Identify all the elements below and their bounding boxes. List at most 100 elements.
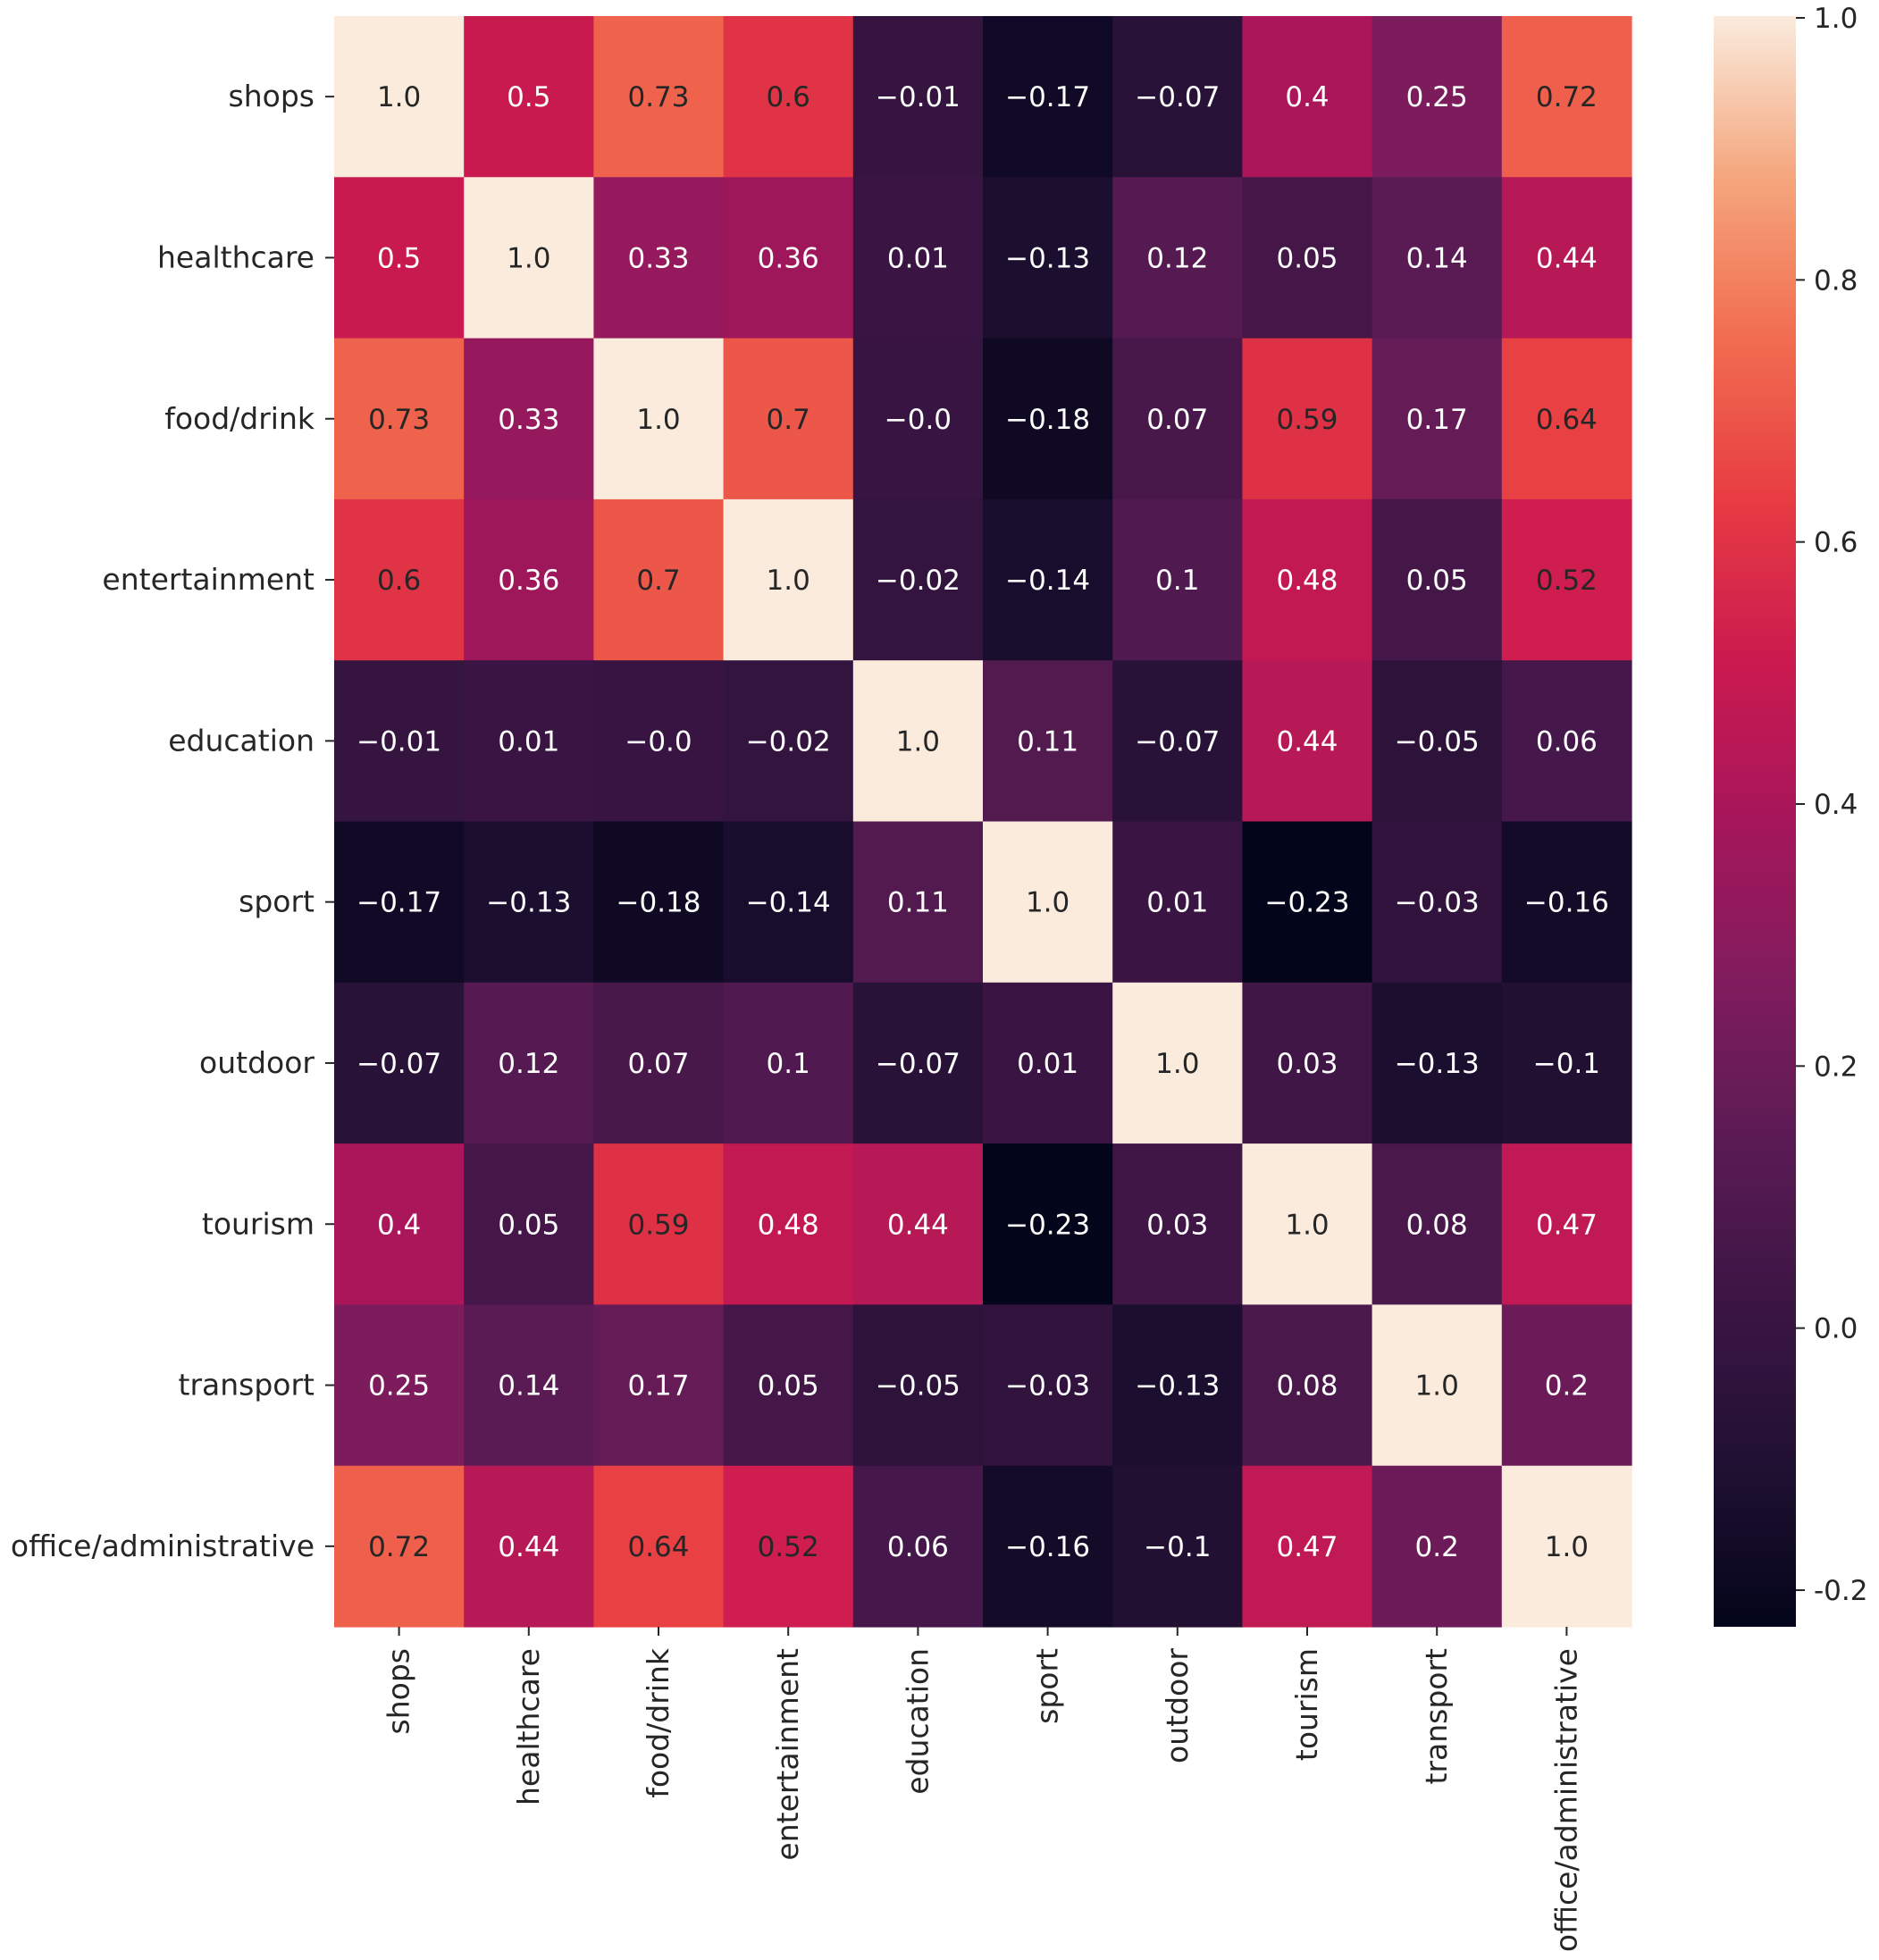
heatmap-cell <box>1372 1304 1503 1467</box>
heatmap-cell <box>1372 1465 1503 1628</box>
cell-value-label: 0.01 <box>1146 887 1208 919</box>
cell-value-label: 0.64 <box>1536 404 1598 436</box>
colorbar: 1.0 0.8 0.6 0.4 0.2 0.0 -0.2 <box>1714 3 1868 1627</box>
colorbar-tick-label: 0.4 <box>1814 789 1858 821</box>
heatmap-cell <box>1112 498 1243 661</box>
heatmap-cell <box>983 338 1113 500</box>
heatmap-cell <box>1501 498 1632 661</box>
heatmap-cell <box>593 1465 725 1628</box>
cell-value-label: −0.1 <box>1533 1048 1600 1080</box>
cell-value-label: 0.7 <box>636 565 680 597</box>
colorbar-tick-label: 1.0 <box>1814 3 1858 35</box>
cell-value-label: 0.44 <box>1536 242 1598 274</box>
cell-value-label: 1.0 <box>636 404 680 436</box>
heatmap-cell <box>334 1465 465 1628</box>
cell-value-label: −0.1 <box>1144 1531 1211 1563</box>
cell-value-label: 0.03 <box>1146 1209 1208 1241</box>
heatmap-cell <box>334 177 465 339</box>
heatmap-cell <box>852 177 984 339</box>
cell-value-label: 0.14 <box>1406 242 1468 274</box>
cell-value-label: 0.44 <box>498 1531 559 1563</box>
cell-value-label: 1.0 <box>767 565 810 597</box>
heatmap-cell <box>1501 1143 1632 1305</box>
heatmap-cell <box>1242 338 1373 500</box>
heatmap-cell <box>593 660 725 823</box>
x-tick-label: food/drink <box>641 1647 675 1798</box>
heatmap-cell <box>334 982 465 1144</box>
cell-value-label: 0.08 <box>1276 1370 1338 1403</box>
cell-value-label: 0.6 <box>767 81 810 113</box>
cell-value-label: 0.06 <box>887 1531 949 1563</box>
heatmap-cell <box>1112 177 1243 339</box>
y-tick-label: food/drink <box>164 401 315 436</box>
cell-value-label: 0.4 <box>1285 81 1329 113</box>
cell-value-label: 0.06 <box>1536 725 1598 758</box>
heatmap-cell <box>1112 16 1243 178</box>
heatmap-cell <box>852 338 984 500</box>
cell-value-label: −0.14 <box>1005 565 1090 597</box>
heatmap-cell <box>1501 177 1632 339</box>
heatmap-cells <box>334 16 1632 1628</box>
heatmap-cell <box>1112 982 1243 1144</box>
heatmap-cell <box>852 16 984 178</box>
heatmap-cell <box>593 982 725 1144</box>
cell-value-label: 0.2 <box>1415 1531 1459 1563</box>
cell-value-label: 0.59 <box>627 1209 689 1241</box>
heatmap-cell <box>1372 821 1503 984</box>
cell-value-label: −0.02 <box>746 725 831 758</box>
cell-value-label: 0.08 <box>1406 1209 1468 1241</box>
cell-value-label: 0.07 <box>1146 404 1208 436</box>
cell-value-label: −0.18 <box>1005 404 1090 436</box>
heatmap-cell <box>983 821 1113 984</box>
cell-value-label: −0.14 <box>746 887 831 919</box>
heatmap-cell <box>983 1143 1113 1305</box>
cell-value-label: 0.33 <box>498 404 559 436</box>
cell-value-label: −0.02 <box>876 565 960 597</box>
cell-value-label: −0.03 <box>1395 887 1480 919</box>
cell-value-label: 0.47 <box>1276 1531 1338 1563</box>
heatmap-cell <box>1372 1143 1503 1305</box>
y-tick-label: entertainment <box>102 562 315 597</box>
cell-value-label: 0.25 <box>1406 81 1468 113</box>
cell-value-label: −0.23 <box>1005 1209 1090 1241</box>
heatmap-cell <box>1242 498 1373 661</box>
y-tick-label: office/administrative <box>11 1529 315 1563</box>
heatmap-cell <box>464 177 594 339</box>
y-tick-label: transport <box>179 1368 315 1403</box>
heatmap-cell <box>852 821 984 984</box>
heatmap-cell <box>723 660 854 823</box>
heatmap-cell <box>983 1465 1113 1628</box>
cell-value-label: 1.0 <box>507 242 550 274</box>
heatmap-cell <box>1242 821 1373 984</box>
heatmap-cell <box>983 16 1113 178</box>
cell-value-label: 0.48 <box>758 1209 819 1241</box>
cell-value-label: 0.72 <box>1536 81 1598 113</box>
heatmap-cell <box>593 821 725 984</box>
cell-value-label: 0.01 <box>1017 1048 1078 1080</box>
x-tick-label: office/administrative <box>1548 1648 1583 1952</box>
x-tick-label: transport <box>1419 1648 1454 1785</box>
cell-value-label: 0.4 <box>377 1209 421 1241</box>
heatmap-cell <box>1372 498 1503 661</box>
heatmap-cell <box>983 177 1113 339</box>
cell-value-label: −0.01 <box>357 725 441 758</box>
cell-value-label: 0.05 <box>498 1209 559 1241</box>
cell-value-label: −0.03 <box>1005 1370 1090 1403</box>
heatmap-cell <box>334 821 465 984</box>
heatmap-cell <box>1112 1304 1243 1467</box>
heatmap-cell <box>1242 1465 1373 1628</box>
cell-value-label: 0.1 <box>1155 565 1199 597</box>
heatmap-cell <box>1242 1304 1373 1467</box>
y-tick-label: healthcare <box>157 239 315 274</box>
x-tick-label: tourism <box>1289 1648 1324 1761</box>
cell-value-label: 0.73 <box>368 404 430 436</box>
cell-value-label: −0.07 <box>1135 81 1220 113</box>
heatmap-cell <box>1501 982 1632 1144</box>
heatmap-cell <box>464 1465 594 1628</box>
heatmap-cell <box>464 16 594 178</box>
heatmap-cell <box>334 1304 465 1467</box>
heatmap-cell <box>1372 660 1503 823</box>
cell-value-label: 0.07 <box>627 1048 689 1080</box>
cell-value-label: 1.0 <box>1026 887 1070 919</box>
heatmap-cell <box>464 660 594 823</box>
